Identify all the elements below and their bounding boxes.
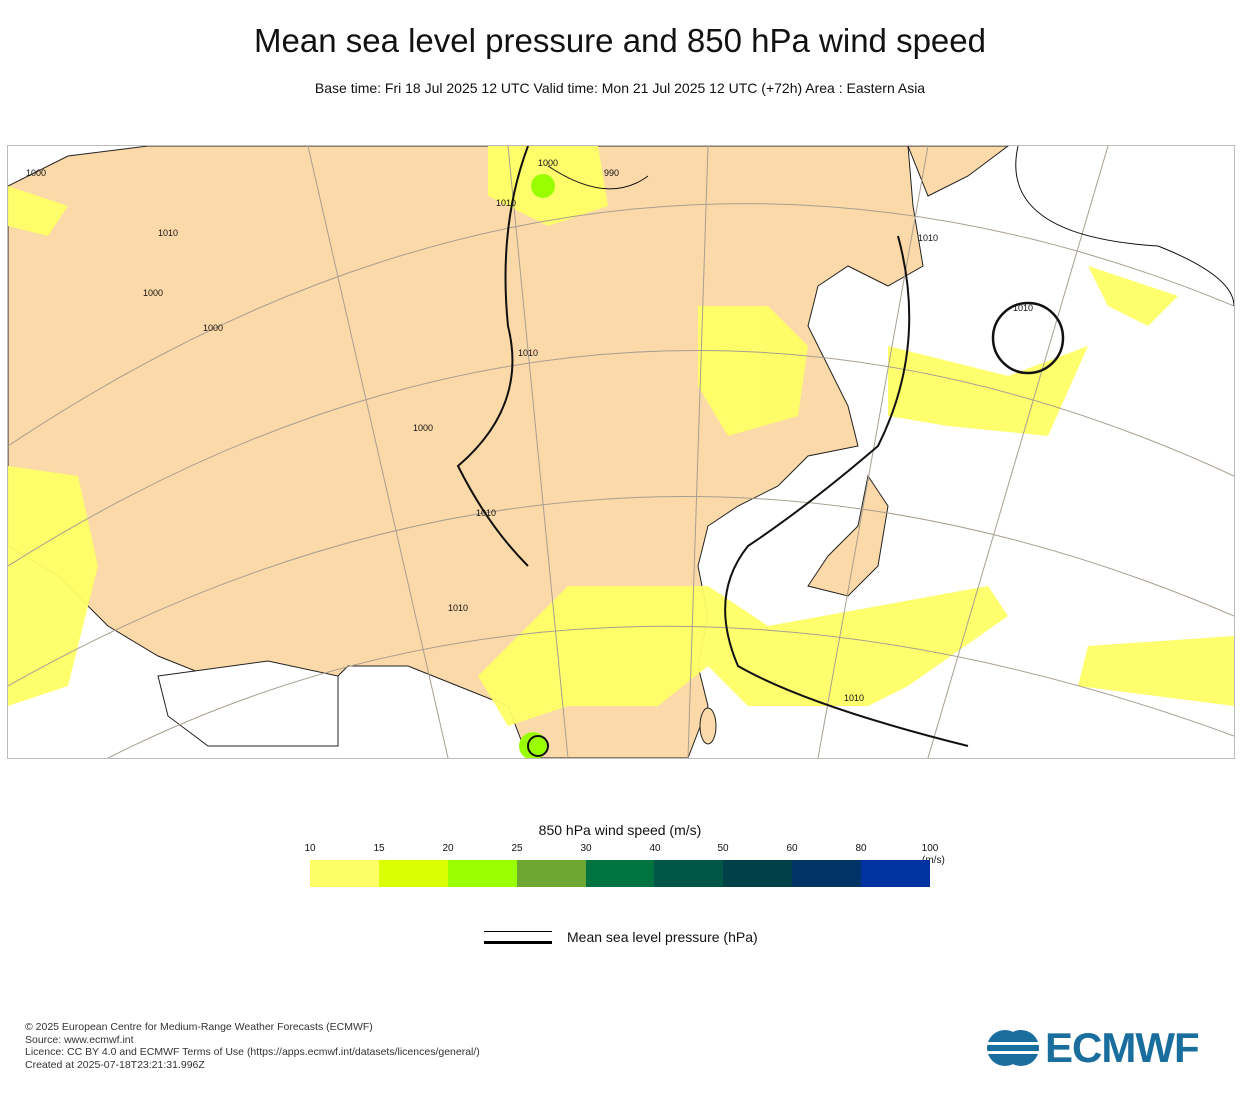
isobar-label: 1010 xyxy=(844,693,864,703)
colorbar-swatch xyxy=(723,860,793,887)
colorbar-swatch xyxy=(378,860,448,887)
isobar-label: 1010 xyxy=(496,198,516,208)
source: Source: www.ecmwf.int xyxy=(25,1033,134,1046)
copyright: © 2025 European Centre for Medium-Range … xyxy=(25,1021,373,1033)
isobar-label: 1010 xyxy=(476,508,496,518)
colorbar-swatch xyxy=(585,860,655,887)
colorbar-title: 850 hPa wind speed (m/s) xyxy=(538,822,702,838)
colorbar-tick: 60 xyxy=(786,843,798,854)
land-japan xyxy=(807,474,889,597)
colorbar-tick: 80 xyxy=(855,843,867,854)
footer: © 2025 European Centre for Medium-Range … xyxy=(25,1021,480,1071)
pressure-line-thin xyxy=(484,931,552,932)
colorbar-tick: 20 xyxy=(442,843,454,854)
ecmwf-logo: ECMWF xyxy=(985,1024,1200,1072)
colorbar-tick: 15 xyxy=(373,843,385,854)
isobar-label: 1010 xyxy=(918,233,938,243)
isobar-label: 1010 xyxy=(158,228,178,238)
colorbar-swatch xyxy=(310,860,379,887)
pressure-line-thick xyxy=(484,941,552,944)
colorbar-tick: 50 xyxy=(717,843,729,854)
isobar-label: 1000 xyxy=(413,423,433,433)
colorbar-tick: 25 xyxy=(511,843,523,854)
colorbar-unit: (m/s) xyxy=(922,855,945,866)
ecmwf-logo-text: ECMWF xyxy=(1045,1024,1200,1071)
wind-shading xyxy=(8,146,1234,726)
colorbar-swatch xyxy=(861,860,931,887)
isobar-label: 1010 xyxy=(1013,303,1033,313)
isobar-label: 1010 xyxy=(518,348,538,358)
chart-subtitle: Base time: Fri 18 Jul 2025 12 UTC Valid … xyxy=(314,80,926,96)
land-taiwan xyxy=(699,707,717,745)
colorbar-tick: 10 xyxy=(304,843,316,854)
colorbar-swatch xyxy=(516,860,586,887)
isobar-label: 1000 xyxy=(203,323,223,333)
colorbar xyxy=(310,860,931,887)
colorbar-swatch xyxy=(792,860,862,887)
chart-title: Mean sea level pressure and 850 hPa wind… xyxy=(254,22,986,59)
isobar-label: 1010 xyxy=(448,603,468,613)
ecmwf-logo-icon xyxy=(985,1030,1041,1066)
licence: Licence: CC BY 4.0 and ECMWF Terms of Us… xyxy=(25,1046,480,1058)
created-at: Created at 2025-07-18T23:21:31.996Z xyxy=(25,1058,205,1071)
colorbar-tick: 100 xyxy=(921,843,939,854)
isobar-label: 1000 xyxy=(143,288,163,298)
land-kamchatka xyxy=(907,146,1009,197)
map-canvas: 1000 1000 1000 1010 990 1010 1010 1010 1… xyxy=(8,146,1234,758)
isobar-label: 990 xyxy=(604,168,619,178)
colorbar-tick: 40 xyxy=(649,843,661,854)
isobar-labels: 1000 1000 1000 1010 990 1010 1010 1010 1… xyxy=(26,158,1033,703)
weather-map: 1000 1000 1000 1010 990 1010 1010 1010 1… xyxy=(7,145,1235,759)
colorbar-swatch xyxy=(447,860,517,887)
isobar-label: 1000 xyxy=(26,168,46,178)
graticule xyxy=(8,146,1234,758)
colorbar-tick: 30 xyxy=(580,843,592,854)
pressure-legend-label: Mean sea level pressure (hPa) xyxy=(567,929,758,945)
isobar-label: 1000 xyxy=(538,158,558,168)
colorbar-swatch xyxy=(654,860,724,887)
isobars xyxy=(456,146,1234,757)
wind-strong xyxy=(519,174,555,758)
